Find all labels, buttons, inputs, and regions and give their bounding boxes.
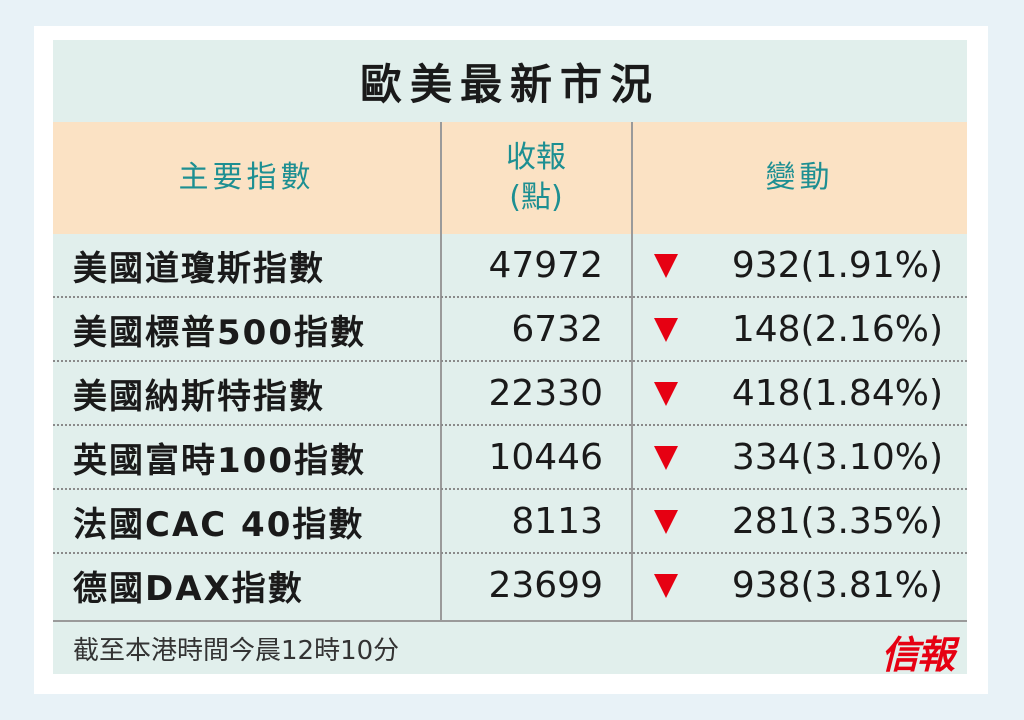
index-name: 法國CAC 40指數 xyxy=(73,504,365,545)
header-index: 主要指數 xyxy=(178,160,315,195)
table-row: 美國標普500指數 6732 148(2.16%) xyxy=(53,298,967,362)
header-close-unit: (點) xyxy=(509,180,563,215)
close-value: 23699 xyxy=(488,564,603,606)
column-divider-2 xyxy=(631,122,633,620)
down-arrow-icon xyxy=(654,318,678,342)
table-row: 英國富時100指數 10446 334(3.10%) xyxy=(53,426,967,490)
timestamp-note: 截至本港時間今晨12時10分 xyxy=(73,636,400,666)
table-footer: 截至本港時間今晨12時10分 信報 xyxy=(53,620,967,677)
page-title: 歐美最新市況 xyxy=(359,59,660,109)
down-arrow-icon xyxy=(654,510,678,534)
change-value: 148(2.16%) xyxy=(731,308,943,350)
change-value: 932(1.91%) xyxy=(731,244,943,286)
down-arrow-icon xyxy=(654,446,678,470)
index-name: 德國DAX指數 xyxy=(73,568,304,609)
table-header: 主要指數 收報 (點) 變動 xyxy=(53,122,967,234)
down-arrow-icon xyxy=(654,382,678,406)
index-name: 美國納斯特指數 xyxy=(73,376,325,417)
index-name: 英國富時100指數 xyxy=(73,440,366,481)
table-row: 美國道瓊斯指數 47972 932(1.91%) xyxy=(53,234,967,298)
change-value: 281(3.35%) xyxy=(731,500,943,542)
index-name: 美國道瓊斯指數 xyxy=(73,248,325,289)
close-value: 8113 xyxy=(511,500,603,542)
header-close-label: 收報 xyxy=(506,140,566,175)
change-value: 418(1.84%) xyxy=(731,372,943,414)
change-value: 938(3.81%) xyxy=(731,564,943,606)
index-table: 美國道瓊斯指數 47972 932(1.91%) 美國標普500指數 6732 … xyxy=(53,234,967,618)
down-arrow-icon xyxy=(654,254,678,278)
close-value: 22330 xyxy=(488,372,603,414)
table-row: 法國CAC 40指數 8113 281(3.35%) xyxy=(53,490,967,554)
table-row: 美國納斯特指數 22330 418(1.84%) xyxy=(53,362,967,426)
column-divider-1 xyxy=(440,122,442,620)
change-value: 334(3.10%) xyxy=(731,436,943,478)
close-value: 47972 xyxy=(488,244,603,286)
index-name: 美國標普500指數 xyxy=(73,312,366,353)
table-row: 德國DAX指數 23699 938(3.81%) xyxy=(53,554,967,618)
header-change: 變動 xyxy=(765,160,834,195)
close-value: 6732 xyxy=(511,308,603,350)
hkej-logo: 信報 xyxy=(880,632,955,677)
down-arrow-icon xyxy=(654,574,678,598)
close-value: 10446 xyxy=(488,436,603,478)
header-close: 收報 (點) xyxy=(440,122,632,234)
